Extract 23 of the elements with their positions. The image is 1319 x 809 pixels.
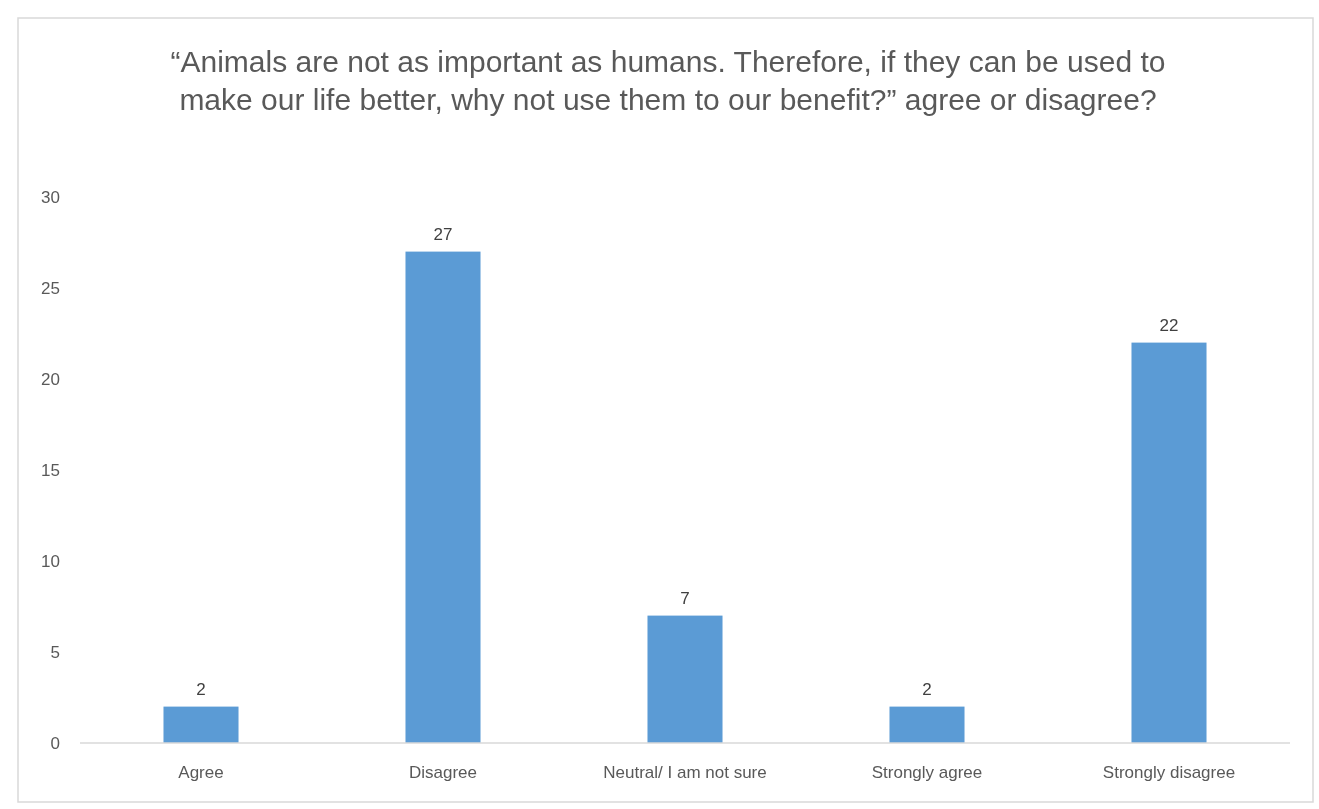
y-tick-label: 10 <box>41 551 60 571</box>
x-tick-label: Strongly agree <box>871 763 983 782</box>
y-tick-label: 25 <box>41 278 60 298</box>
y-tick-label: 30 <box>41 187 60 207</box>
data-label: 7 <box>680 588 690 608</box>
x-tick-label: Agree <box>178 763 224 782</box>
bar <box>889 706 965 743</box>
y-tick-label: 15 <box>41 460 60 480</box>
data-label: 2 <box>922 679 932 699</box>
bar <box>163 706 239 743</box>
y-tick-label: 0 <box>50 733 60 753</box>
x-tick-label: Strongly disagree <box>1102 763 1236 782</box>
data-label: 22 <box>1159 315 1179 335</box>
y-tick-label: 20 <box>41 369 60 389</box>
bar <box>1131 342 1207 743</box>
bar <box>405 251 481 743</box>
data-label: 2 <box>196 679 206 699</box>
x-tick-label: Disagree <box>408 763 478 782</box>
chart-title: “Animals are not as important as humans. Therefore, if they can be used to make our life better, why not use them to our benefit?” agree or disagree? <box>170 45 1166 116</box>
y-tick-label: 5 <box>50 642 60 662</box>
bar <box>647 615 723 743</box>
x-tick-label: Neutral/ I am not sure <box>603 763 767 782</box>
data-label: 27 <box>433 224 453 244</box>
